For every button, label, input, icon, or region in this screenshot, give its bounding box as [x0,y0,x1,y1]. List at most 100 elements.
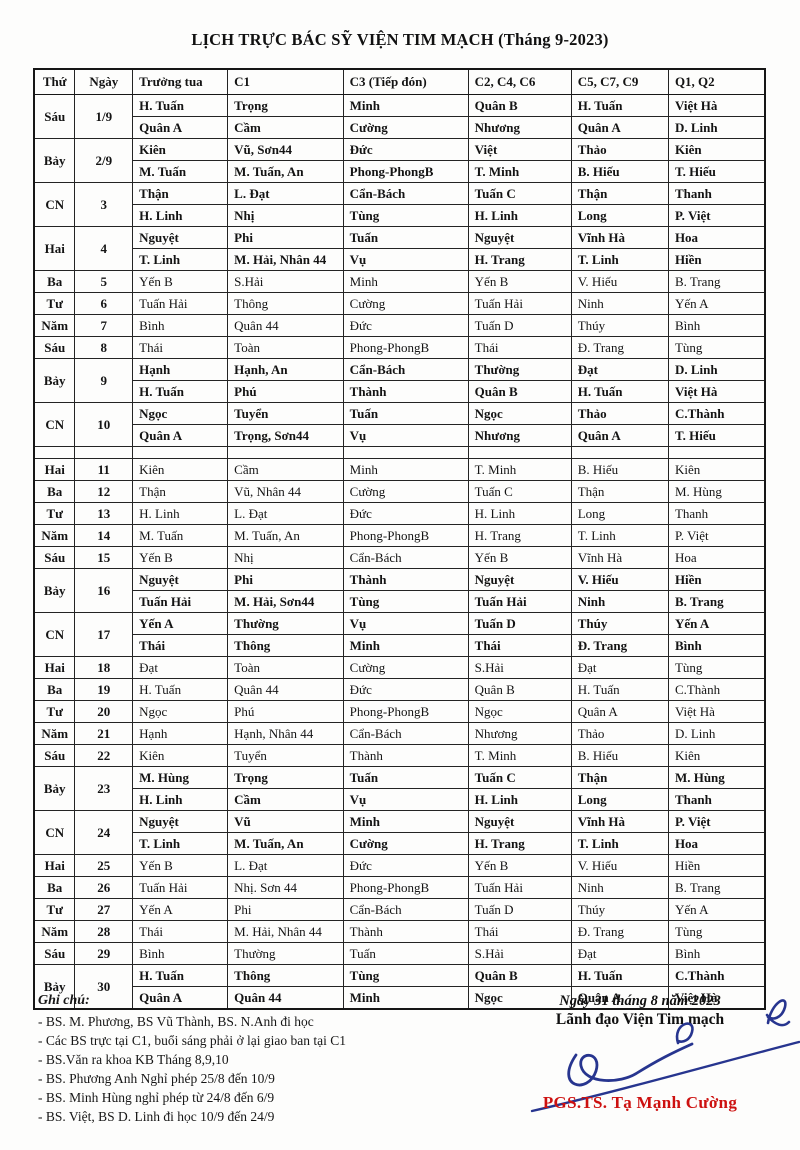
duty-cell: Nhị [227,546,344,569]
day-name-cell: CN [33,810,76,855]
note-item: - Các BS trực tại C1, buổi sáng phải ở l… [38,1033,347,1048]
duty-cell: Bình [667,634,766,657]
duty-cell: Ngọc [132,700,229,723]
duty-cell: Long [570,204,669,227]
duty-cell: Hoa [667,832,766,855]
duty-cell: Việt [467,138,572,161]
duty-cell: V. Hiếu [570,854,669,877]
date-cell: 5 [74,270,134,293]
duty-cell: Phú [227,380,344,403]
duty-cell: M. Hải, Nhân 44 [227,248,344,271]
schedule-row: Năm 21 Hạnh Hạnh, Nhân 44 Cẩn-Bách Nhương Thảo… [33,722,766,745]
duty-cell: Thanh [667,502,766,525]
duty-cell: Vũ, Sơn44 [227,138,344,161]
duty-cell: Kiên [132,458,229,481]
duty-cell: Việt Hà [667,986,766,1010]
duty-cell: Cường [342,116,469,139]
duty-cell: Phong-PhongB [342,160,469,183]
duty-cell: Tùng [342,590,469,613]
duty-cell: H. Tuấn [570,94,669,117]
duty-cell: H. Linh [132,204,229,227]
duty-cell: Nguyệt [467,810,572,833]
duty-cell: Thành [342,744,469,767]
duty-cell: Cường [342,480,469,503]
duty-cell: Minh [342,458,469,481]
duty-cell: S.Hải [227,270,344,293]
col-header-c5-c7-c9: C5, C7, C9 [570,68,669,95]
duty-cell: T. Linh [132,248,229,271]
date-cell: 7 [74,314,134,337]
duty-cell: Phú [227,700,344,723]
duty-cell: Ninh [570,590,669,613]
schedule-row: H. Linh Nhị Tùng H. Linh Long P. Việt [34,204,766,227]
duty-cell: B. Hiếu [570,160,669,183]
duty-cell: Nhị. Sơn 44 [227,876,344,899]
duty-cell: B. Trang [667,590,766,613]
schedule-row: H. Linh Cầm Vụ H. Linh Long Thanh [34,788,766,811]
duty-cell: Đ. Trang [570,920,669,943]
day-name-cell: Bảy [33,138,76,183]
schedule-row: Năm 14 M. Tuấn M. Tuấn, An Phong-PhongB H. Tr… [33,524,766,547]
schedule-row: Năm 7 Bình Quân 44 Đức Tuấn D Thúy Bình [33,314,766,337]
date-cell: 6 [74,292,134,315]
duty-cell: Thái [132,336,229,359]
duty-cell: Kiên [667,744,766,767]
signature-org-line: Lãnh đạo Viện Tim mạch [555,1011,725,1028]
duty-cell: Đức [342,854,469,877]
duty-cell: Vũ [227,810,344,833]
duty-cell: Phong-PhongB [342,700,469,723]
duty-cell: P. Việt [667,204,766,227]
date-cell: 13 [74,502,134,525]
note-item: - BS. Phương Anh Nghỉ phép 25/8 đến 10/9 [38,1071,275,1086]
empty-cell [227,446,344,459]
duty-cell: Thành [342,920,469,943]
duty-cell: Vĩnh Hà [570,226,669,249]
schedule-row: Bảy 9 Hạnh Hạnh, An Cẩn-Bách Thường Đạt D. Linh [33,358,766,403]
schedule-row: CN 24 Nguyệt Vũ Minh Nguyệt Vĩnh Hà P. Việt [33,810,766,855]
duty-cell: Tùng [667,656,766,679]
duty-cell: Cường [342,656,469,679]
duty-cell: Bình [667,942,766,965]
schedule-row: Tư 6 Tuấn Hải Thông Cường Tuấn Hải Ninh Yến A [33,292,766,315]
schedule-row: Bảy 16 Nguyệt Phi Thành Nguyệt V. Hiếu Hiền [33,568,766,613]
schedule-table-body: Sáu 1/9 H. Tuấn Trọng Minh Quân B H. Tuấn Việt … [33,94,766,1010]
col-header-c3: C3 (Tiếp đón) [342,68,469,95]
duty-cell: Yến A [667,292,766,315]
day-name-cell: Năm [33,314,76,337]
schedule-row: Thái Thông Minh Thái Đ. Trang Bình [34,634,766,657]
col-header-date: Ngày [74,68,134,95]
duty-cell: Thảo [570,138,669,161]
duty-cell: Quân A [570,116,669,139]
duty-cell: Yến B [132,854,229,877]
duty-cell: Thường [467,358,572,381]
duty-cell: B. Trang [667,270,766,293]
duty-cell: Phi [227,568,344,591]
duty-cell: Tuấn [342,942,469,965]
schedule-row: Ba 26 Tuấn Hải Nhị. Sơn 44 Phong-PhongB Tuấn … [33,876,766,899]
col-header-shift-leader: Trưởng tua [132,68,229,95]
duty-cell: Nguyệt [132,810,229,833]
day-name-cell: Sáu [33,942,76,965]
duty-cell: Long [570,502,669,525]
date-cell: 21 [74,722,134,745]
duty-cell: Thông [227,634,344,657]
schedule-row: H. Tuấn Phú Thành Quân B H. Tuấn Việt Hà [34,380,766,403]
duty-cell: Bình [667,314,766,337]
date-cell: 28 [74,920,134,943]
duty-cell: C.Thành [667,678,766,701]
duty-cell: Tuấn Hải [132,876,229,899]
empty-cell [74,446,134,459]
duty-cell: Nguyệt [132,568,229,591]
schedule-row: Năm 28 Thái M. Hải, Nhân 44 Thành Thái Đ. Tran… [33,920,766,943]
duty-cell: Quân B [467,964,572,987]
schedule-row: Hai 18 Đạt Toàn Cường S.Hải Đạt Tùng [33,656,766,679]
duty-cell: Tuấn C [467,480,572,503]
duty-cell: Minh [342,94,469,117]
duty-cell: Phi [227,898,344,921]
empty-cell [570,446,669,459]
duty-cell: Vụ [342,612,469,635]
duty-cell: T. Hiếu [667,160,766,183]
day-name-cell: Tư [33,700,76,723]
duty-cell: Việt Hà [667,94,766,117]
duty-cell: Tùng [342,964,469,987]
